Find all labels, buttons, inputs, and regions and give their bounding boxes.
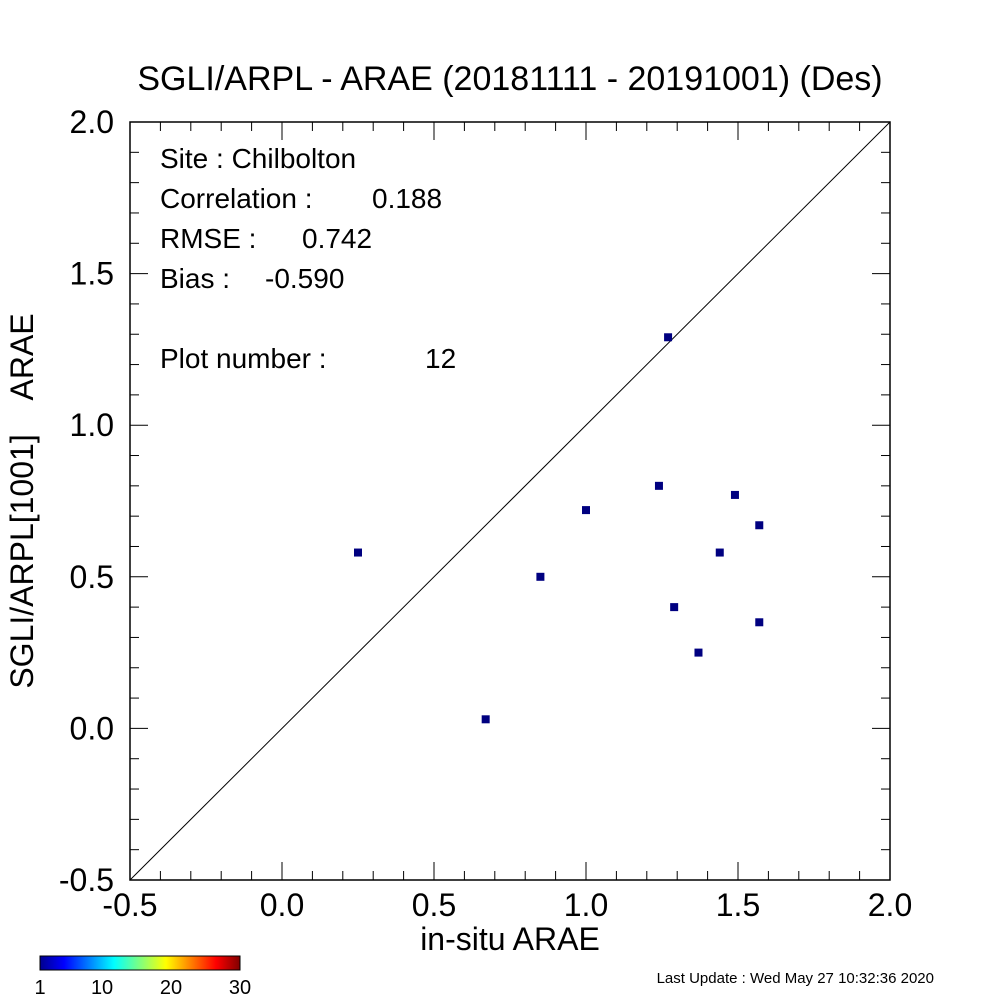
correlation-label: Correlation : — [160, 183, 313, 214]
data-point — [670, 603, 679, 612]
chart-title: SGLI/ARPL - ARAE (20181111 - 20191001) (… — [137, 60, 882, 98]
data-point — [536, 572, 545, 581]
colorbar-tick-label: 20 — [160, 977, 182, 999]
data-point — [730, 490, 739, 499]
y-tick-label: 1.5 — [70, 256, 114, 292]
x-tick-label: 1.0 — [564, 887, 608, 923]
y-tick-label: 0.5 — [70, 559, 114, 595]
correlation-value: 0.188 — [372, 183, 442, 214]
data-point — [694, 648, 703, 657]
last-update-text: Last Update : Wed May 27 10:32:36 2020 — [657, 970, 934, 987]
y-tick-label: -0.5 — [59, 862, 114, 898]
colorbar-tick-label: 10 — [91, 977, 113, 999]
site-label: Site : Chilbolton — [160, 143, 356, 174]
rmse-value: 0.742 — [302, 223, 372, 254]
plot-number-value: 12 — [425, 343, 456, 374]
stats-annotation: Site : Chilbolton Correlation : 0.188 RM… — [160, 143, 456, 374]
x-tick-labels: -0.5 0.0 0.5 1.0 1.5 2.0 — [102, 887, 912, 923]
data-points — [354, 333, 764, 724]
data-point — [755, 521, 764, 530]
axis-ticks — [129, 121, 891, 881]
data-point — [715, 548, 724, 557]
one-to-one-line — [129, 121, 891, 881]
x-tick-label: 2.0 — [868, 887, 912, 923]
data-point — [664, 333, 673, 342]
x-tick-label: 0.0 — [260, 887, 304, 923]
data-point — [481, 715, 490, 724]
plot-number-label: Plot number : — [160, 343, 327, 374]
colorbar-tick-label: 1 — [34, 977, 45, 999]
x-axis-label: in-situ ARAE — [420, 921, 600, 957]
colorbar — [39, 955, 241, 971]
y-tick-labels: -0.5 0.0 0.5 1.0 1.5 2.0 — [59, 104, 114, 898]
data-point — [582, 506, 590, 515]
y-axis-label: SGLI/ARPL[1001] ARAE — [4, 313, 40, 688]
data-point — [755, 618, 764, 627]
bias-label: Bias : — [160, 263, 230, 294]
rmse-label: RMSE : — [160, 223, 256, 254]
x-tick-label: 0.5 — [412, 887, 456, 923]
y-tick-label: 1.0 — [70, 407, 114, 443]
colorbar-labels: 1 10 20 30 — [34, 977, 251, 999]
data-point — [354, 548, 362, 557]
x-tick-label: 1.5 — [716, 887, 760, 923]
y-tick-label: 2.0 — [70, 104, 114, 140]
x-tick-label: -0.5 — [102, 887, 157, 923]
data-point — [654, 481, 663, 490]
y-tick-label: 0.0 — [70, 710, 114, 746]
plot-frame — [129, 121, 891, 881]
colorbar-tick-label: 30 — [229, 977, 251, 999]
bias-value: -0.590 — [265, 263, 344, 294]
